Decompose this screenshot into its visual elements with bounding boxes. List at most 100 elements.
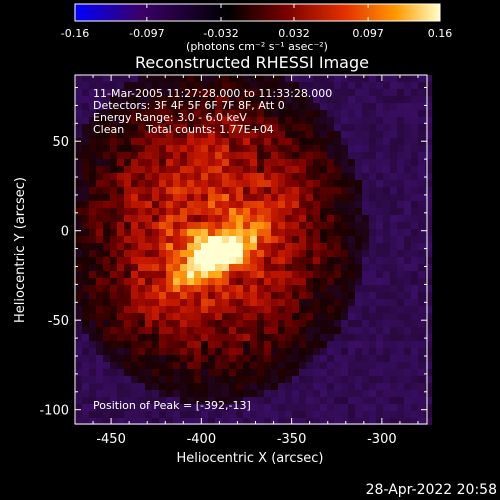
heatmap-cell [222, 355, 229, 362]
heatmap-cell [369, 362, 376, 369]
heatmap-cell [271, 131, 278, 138]
heatmap-cell [404, 145, 411, 152]
heatmap-cell [222, 376, 229, 383]
heatmap-cell [180, 355, 187, 362]
heatmap-cell [285, 96, 292, 103]
heatmap-cell [397, 194, 404, 201]
heatmap-cell [355, 264, 362, 271]
heatmap-cell [229, 292, 236, 299]
heatmap-cell [264, 82, 271, 89]
heatmap-cell [348, 166, 355, 173]
heatmap-cell [229, 131, 236, 138]
heatmap-cell [292, 271, 299, 278]
heatmap-cell [208, 348, 215, 355]
heatmap-cell [362, 173, 369, 180]
heatmap-cell [201, 180, 208, 187]
heatmap-cell [327, 96, 334, 103]
heatmap-cell [250, 236, 257, 243]
heatmap-cell [229, 271, 236, 278]
heatmap-cell [208, 362, 215, 369]
heatmap-cell [418, 222, 425, 229]
heatmap-cell [194, 229, 201, 236]
heatmap-cell [82, 117, 89, 124]
heatmap-cell [159, 110, 166, 117]
heatmap-cell [180, 285, 187, 292]
heatmap-cell [82, 166, 89, 173]
heatmap-cell [215, 334, 222, 341]
heatmap-cell [334, 124, 341, 131]
heatmap-cell [327, 145, 334, 152]
heatmap-cell [411, 173, 418, 180]
heatmap-cell [264, 243, 271, 250]
heatmap-cell [390, 257, 397, 264]
heatmap-cell [222, 341, 229, 348]
heatmap-cell [187, 215, 194, 222]
heatmap-cell [229, 145, 236, 152]
heatmap-cell [348, 75, 355, 82]
heatmap-cell [369, 75, 376, 82]
heatmap-cell [369, 334, 376, 341]
heatmap-cell [411, 348, 418, 355]
heatmap-cell [75, 404, 82, 411]
heatmap-cell [404, 418, 411, 425]
heatmap-cell [215, 250, 222, 257]
heatmap-cell [250, 390, 257, 397]
heatmap-cell [369, 236, 376, 243]
heatmap-cell [425, 404, 432, 411]
heatmap-cell [110, 243, 117, 250]
heatmap-cell [103, 138, 110, 145]
heatmap-cell [411, 187, 418, 194]
heatmap-cell [292, 131, 299, 138]
heatmap-cell [96, 215, 103, 222]
heatmap-cell [180, 299, 187, 306]
heatmap-cell [201, 152, 208, 159]
heatmap-cell [229, 180, 236, 187]
heatmap-cell [173, 264, 180, 271]
heatmap-cell [131, 159, 138, 166]
heatmap-cell [418, 117, 425, 124]
heatmap-cell [383, 292, 390, 299]
heatmap-cell [89, 145, 96, 152]
heatmap-cell [89, 411, 96, 418]
heatmap-cell [138, 418, 145, 425]
heatmap-cell [75, 376, 82, 383]
heatmap-cell [82, 124, 89, 131]
heatmap-cell [292, 159, 299, 166]
heatmap-cell [369, 369, 376, 376]
heatmap-cell [341, 215, 348, 222]
heatmap-cell [236, 82, 243, 89]
heatmap-cell [117, 292, 124, 299]
heatmap-cell [257, 285, 264, 292]
heatmap-cell [292, 124, 299, 131]
heatmap-cell [418, 257, 425, 264]
heatmap-cell [264, 376, 271, 383]
heatmap-cell [425, 180, 432, 187]
heatmap-cell [327, 215, 334, 222]
heatmap-cell [348, 306, 355, 313]
heatmap-cell [187, 222, 194, 229]
heatmap-cell [418, 271, 425, 278]
heatmap-cell [313, 271, 320, 278]
heatmap-cell [299, 75, 306, 82]
heatmap-cell [89, 89, 96, 96]
heatmap-cell [166, 292, 173, 299]
heatmap-cell [243, 411, 250, 418]
heatmap-cell [159, 411, 166, 418]
heatmap-cell [152, 278, 159, 285]
heatmap-cell [271, 383, 278, 390]
heatmap-cell [208, 152, 215, 159]
heatmap-cell [264, 418, 271, 425]
heatmap-cell [313, 124, 320, 131]
heatmap-cell [348, 124, 355, 131]
heatmap-cell [89, 117, 96, 124]
heatmap-cell [327, 117, 334, 124]
heatmap-cell [180, 152, 187, 159]
heatmap-cell [425, 236, 432, 243]
heatmap-cell [327, 355, 334, 362]
heatmap-cell [369, 152, 376, 159]
heatmap-cell [376, 96, 383, 103]
heatmap-cell [264, 264, 271, 271]
heatmap-cell [110, 110, 117, 117]
heatmap-cell [110, 166, 117, 173]
heatmap-cell [278, 82, 285, 89]
